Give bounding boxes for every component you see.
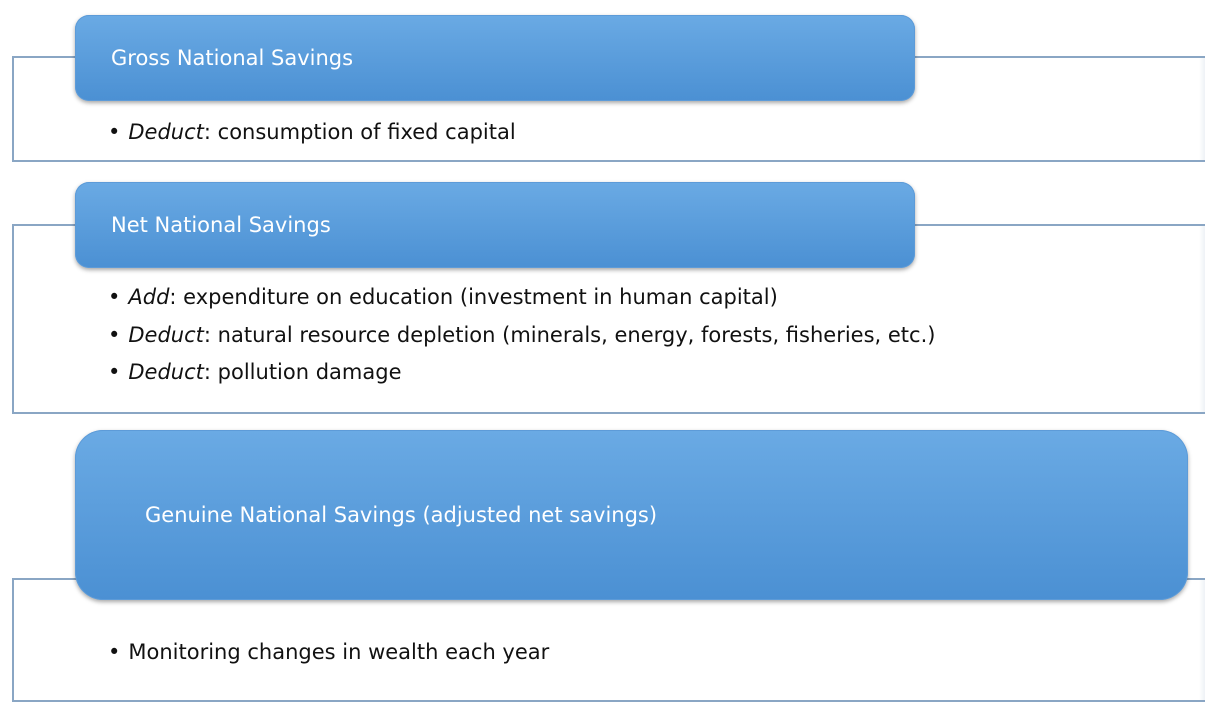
item-text: Monitoring changes in wealth each year [128,640,550,664]
section-header: Gross National Savings [75,15,915,101]
section-header: Net National Savings [75,182,915,268]
item: Deduct: consumption of fixed capital [108,114,516,152]
section-title: Gross National Savings [111,46,354,70]
section-title: Net National Savings [111,213,331,237]
item-list: Add: expenditure on education (investmen… [108,279,935,392]
item-prefix: Deduct [128,120,204,144]
item-prefix: Deduct [128,360,204,384]
page: Gross National Savings Deduct: consumpti… [0,0,1205,686]
item-prefix: Deduct [128,322,204,347]
item: Deduct: pollution damage [108,354,935,392]
item-prefix: Add [128,285,170,309]
item: Add: expenditure on education (investmen… [108,279,935,317]
item: Monitoring changes in wealth each year [108,634,549,672]
item-text: : natural resource depletion (minerals, … [203,322,936,347]
section-title: Genuine National Savings (adjusted net s… [145,503,658,527]
item-text: : consumption of fixed capital [203,120,516,144]
item-text: : expenditure on education (investment i… [169,285,778,309]
item: Deduct: natural resource depletion (mine… [108,317,935,355]
item-list: Deduct: consumption of fixed capital [108,114,516,152]
section-header: Genuine National Savings (adjusted net s… [75,430,1188,600]
item-list: Monitoring changes in wealth each year [108,634,549,672]
item-text: : pollution damage [203,360,402,384]
